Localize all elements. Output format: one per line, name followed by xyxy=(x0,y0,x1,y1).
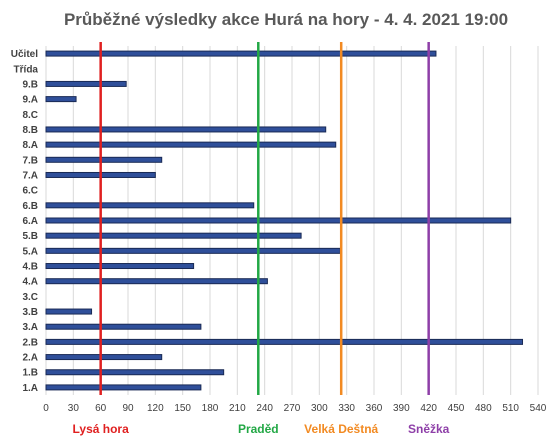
x-tick-label: 390 xyxy=(393,403,410,414)
x-tick-label: 270 xyxy=(284,403,301,414)
bar xyxy=(45,369,225,376)
category-label: 7.A xyxy=(22,170,38,181)
category-label: 8.A xyxy=(22,140,38,151)
x-tick-label: 210 xyxy=(229,403,246,414)
category-label: 5.A xyxy=(22,246,38,257)
bar xyxy=(45,96,77,103)
category-label: 8.C xyxy=(22,110,38,121)
category-label: 7.B xyxy=(22,155,38,166)
bar xyxy=(45,232,302,239)
x-tick-label: 480 xyxy=(475,403,492,414)
bar xyxy=(45,354,163,361)
bar xyxy=(45,50,437,57)
x-tick-label: 330 xyxy=(338,403,355,414)
x-tick-label: 300 xyxy=(311,403,328,414)
x-tick-label: 420 xyxy=(420,403,437,414)
bar xyxy=(45,141,337,148)
category-label: 2.A xyxy=(22,353,38,364)
bar xyxy=(45,278,268,285)
category-label: 4.B xyxy=(22,262,38,273)
category-label: 4.A xyxy=(22,277,38,288)
reference-line-label: Praděd xyxy=(238,422,279,436)
bar xyxy=(45,384,202,391)
bar xyxy=(45,338,524,345)
category-label: 1.A xyxy=(22,383,38,394)
x-tick-label: 90 xyxy=(122,403,134,414)
category-label: 9.A xyxy=(22,95,38,106)
x-tick-label: 240 xyxy=(256,403,273,414)
bar xyxy=(45,156,163,163)
bar xyxy=(45,323,202,330)
chart-title: Průběžné výsledky akce Hurá na hory - 4.… xyxy=(64,10,508,29)
category-label: 6.A xyxy=(22,216,38,227)
x-tick-labels: 0 30 60 90 120 150 180 210 240 270 300 330 360 390 420… xyxy=(43,403,547,414)
reference-line-label: Lysá hora xyxy=(73,422,130,436)
bars xyxy=(45,50,524,391)
category-label: 6.C xyxy=(22,186,38,197)
x-tick-label: 150 xyxy=(174,403,191,414)
x-tick-label: 450 xyxy=(448,403,465,414)
bar xyxy=(45,263,195,270)
bar xyxy=(45,247,341,254)
x-tick-label: 0 xyxy=(43,403,49,414)
category-label: 8.B xyxy=(22,125,38,136)
category-label: 1.B xyxy=(22,368,38,379)
category-label: 3.B xyxy=(22,307,38,318)
category-label: 3.C xyxy=(22,292,38,303)
x-tick-label: 180 xyxy=(202,403,219,414)
x-tick-label: 60 xyxy=(95,403,107,414)
category-label: 5.B xyxy=(22,231,38,242)
reference-line-label: Sněžka xyxy=(408,422,450,436)
category-label: Třída xyxy=(14,64,39,75)
reference-line-labels: Lysá hora Praděd Velká Deštná Sněžka xyxy=(73,422,450,436)
bar xyxy=(45,202,255,209)
x-tick-label: 540 xyxy=(530,403,547,414)
category-label: Učitel xyxy=(11,49,38,60)
category-label: 3.A xyxy=(22,322,38,333)
x-tick-label: 30 xyxy=(68,403,80,414)
x-tick-label: 510 xyxy=(502,403,519,414)
bar xyxy=(45,308,93,315)
x-tick-label: 120 xyxy=(147,403,164,414)
bar xyxy=(45,126,327,133)
bar xyxy=(45,80,127,87)
category-label: 2.B xyxy=(22,337,38,348)
reference-line-label: Velká Deštná xyxy=(304,422,378,436)
x-tick-label: 360 xyxy=(366,403,383,414)
category-labels: Učitel Třída 9.B 9.A 8.C 8.B 8.A 7.B 7.A 6.C 6.B 6.… xyxy=(11,49,39,394)
reference-lines xyxy=(99,42,430,395)
bar xyxy=(45,217,512,224)
category-label: 6.B xyxy=(22,201,38,212)
category-label: 9.B xyxy=(22,79,38,90)
